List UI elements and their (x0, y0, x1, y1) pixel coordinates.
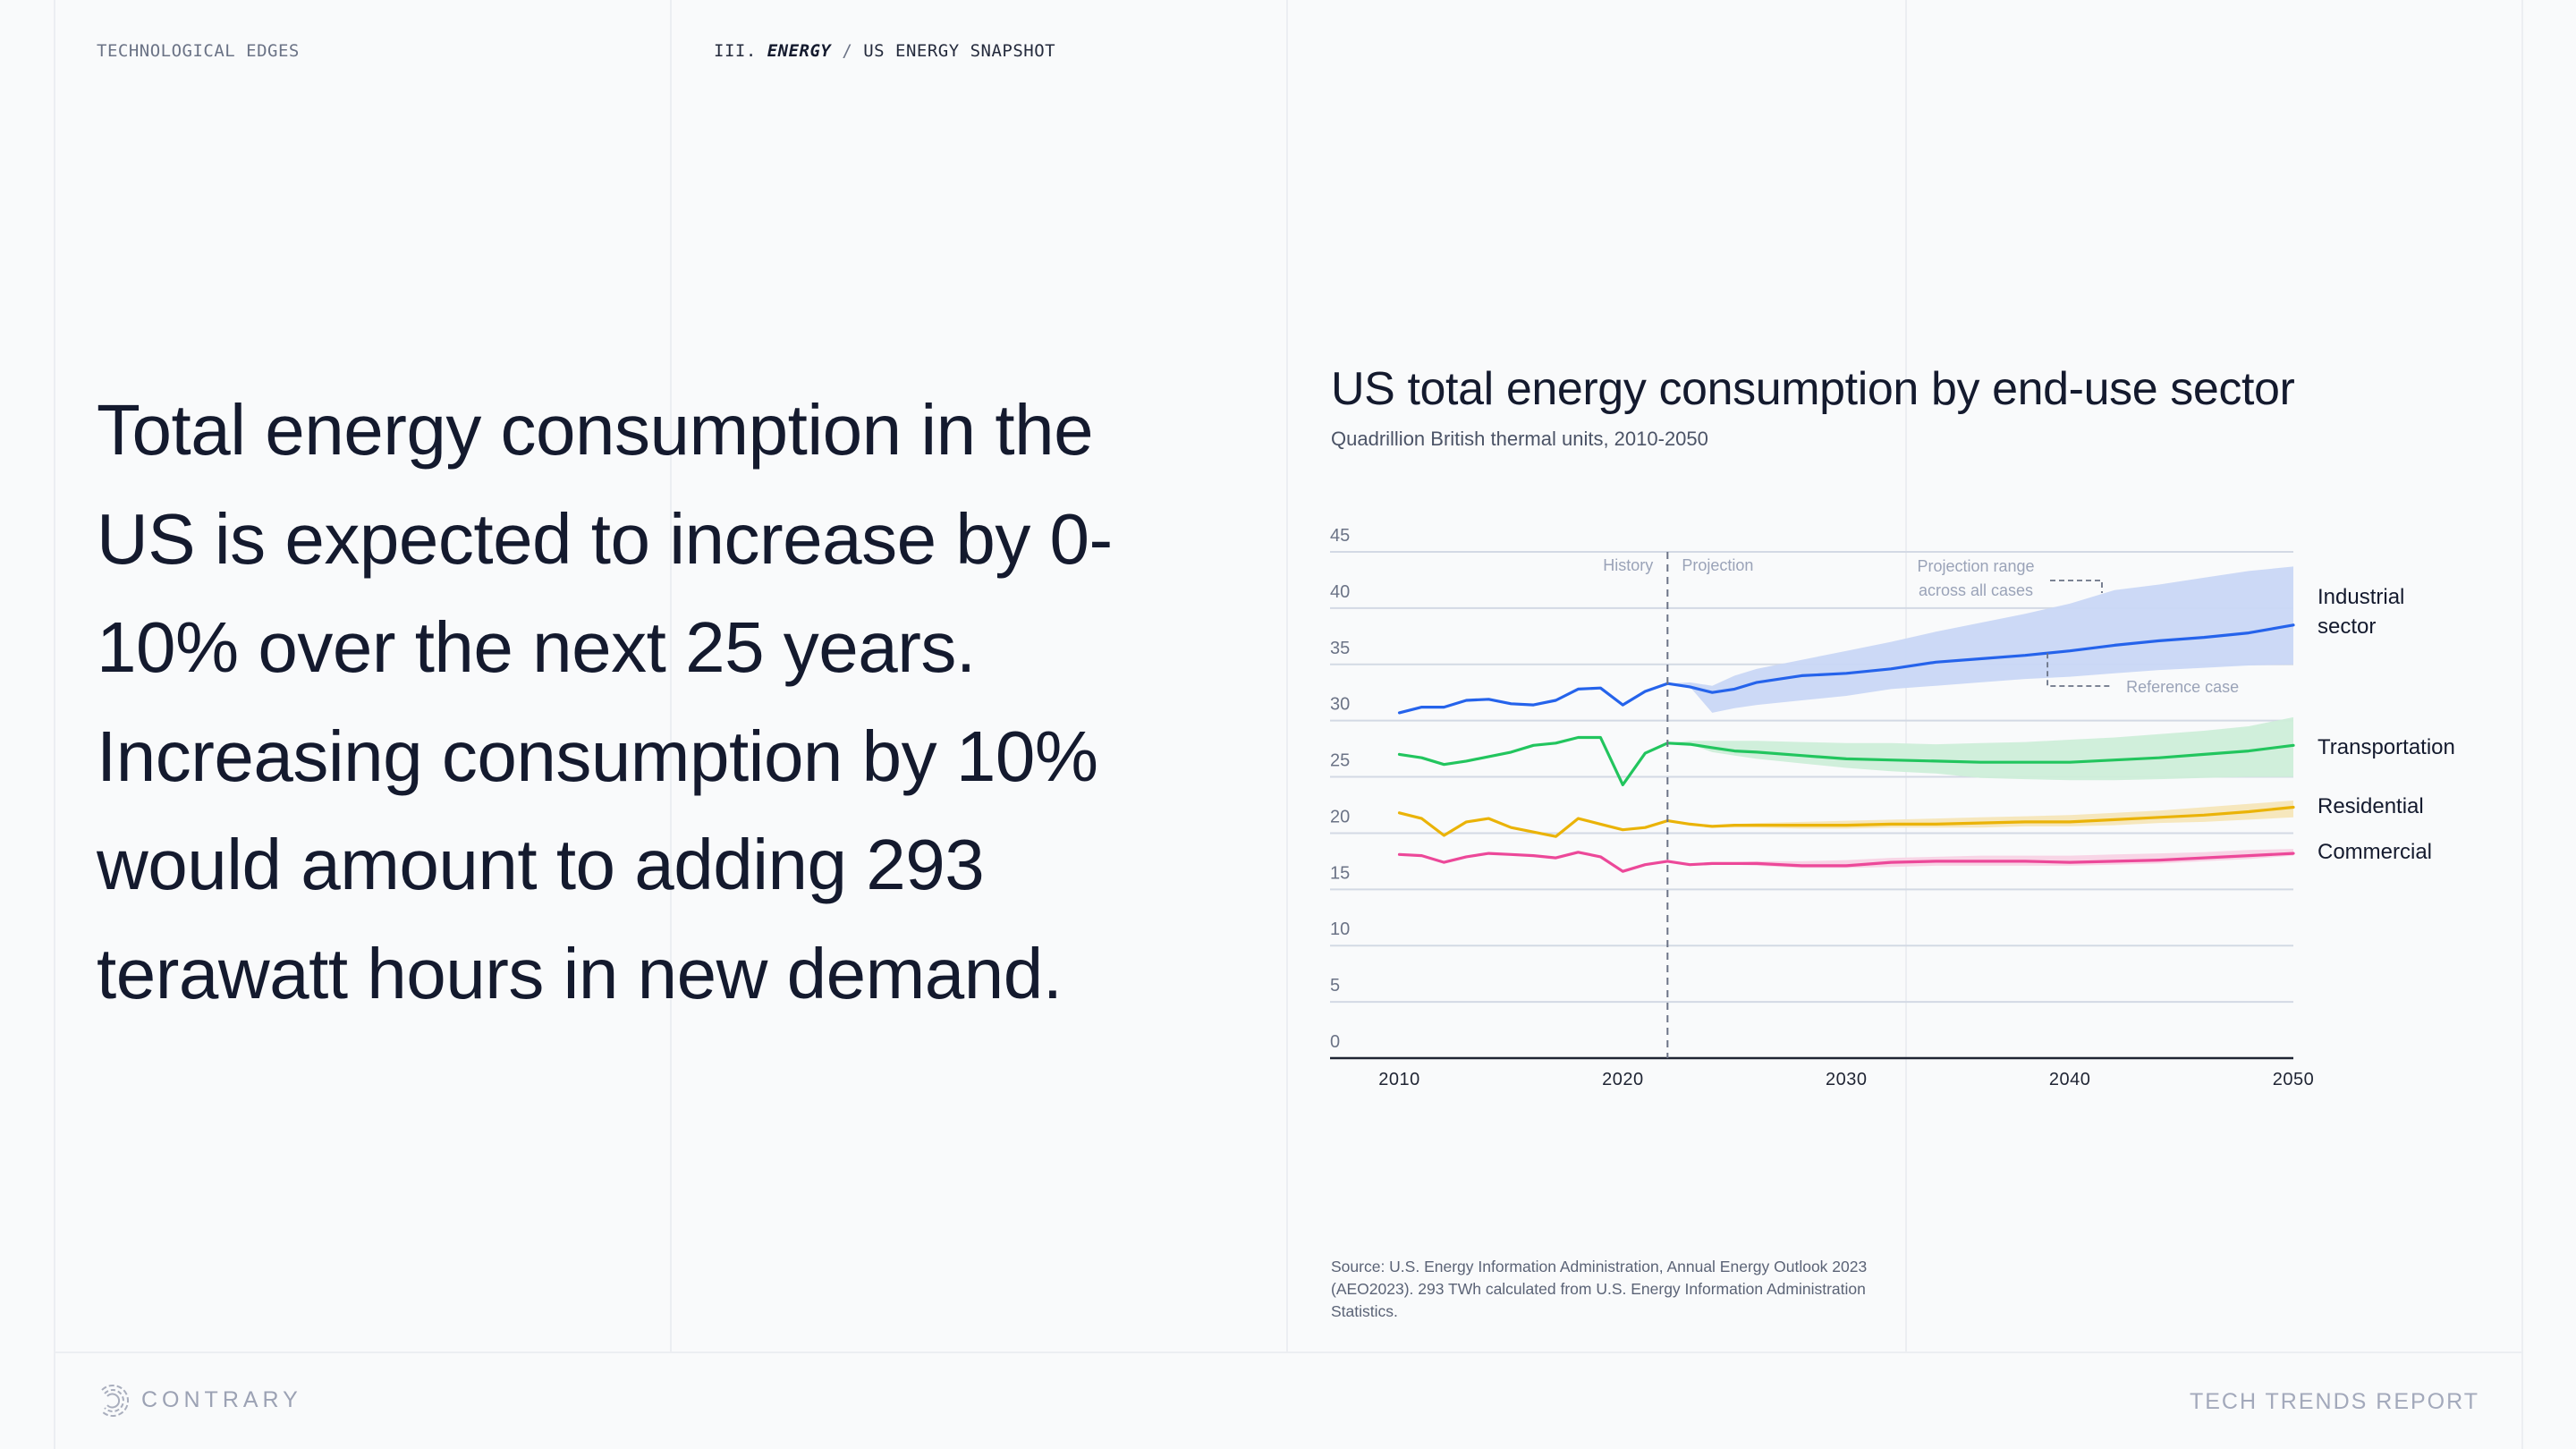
axes: 0 5 10 15 20 25 30 35 40 45 2010 2020 2030 2040 2050 (1330, 526, 2314, 1089)
y-tick-label: 45 (1330, 526, 1350, 546)
projection-label: Projection (1682, 556, 1753, 574)
footer-brand[interactable]: CONTRARY (141, 1387, 302, 1412)
frame-line-left (54, 0, 55, 1449)
range-annotation-leader (2050, 580, 2103, 593)
breadcrumb-page: US ENERGY SNAPSHOT (863, 41, 1056, 61)
history-label: History (1603, 556, 1653, 574)
x-tick-label: 2020 (1602, 1070, 1644, 1089)
series-label-residential: Residential (2318, 794, 2424, 818)
projection-band-commercial (1667, 849, 2293, 869)
y-tick-label: 15 (1330, 863, 1350, 883)
footer-report-title: TECH TRENDS REPORT (2189, 1389, 2479, 1414)
x-tick-label: 2030 (1826, 1070, 1868, 1089)
y-tick-label: 25 (1330, 751, 1350, 771)
projection-band-industrial-sector (1667, 566, 2293, 713)
section-label: TECHNOLOGICAL EDGES (97, 41, 300, 61)
series-labels: Industrial sector Transportation Residentia… (2318, 585, 2455, 864)
y-tick-label: 5 (1330, 976, 1340, 996)
x-tick-label: 2050 (2273, 1070, 2315, 1089)
column-divider-1 (670, 0, 672, 1352)
history-line-commercial (1397, 851, 1669, 873)
history-line-industrial-sector (1397, 682, 1669, 715)
history-line-transportation (1397, 735, 1669, 787)
source-note: Source: U.S. Energy Information Administ… (1331, 1258, 1868, 1320)
range-annotation-line1: Projection range (1917, 557, 2034, 575)
y-tick-label: 40 (1330, 582, 1350, 602)
series-label-industrial-sector: sector (2318, 614, 2376, 639)
series-label-industrial-sector: Industrial (2318, 585, 2404, 609)
frame-line-right (2521, 0, 2523, 1449)
annotations: History Projection Projection range across … (1603, 552, 2239, 1058)
headline: Total energy consumption in the US is ex… (97, 390, 1113, 1013)
chart-title: US total energy consumption by end-use s… (1331, 363, 2295, 415)
y-tick-label: 35 (1330, 639, 1350, 658)
footer-divider (54, 1352, 2523, 1353)
reference-line-transportation (1665, 741, 2295, 764)
history-line-residential (1397, 811, 1669, 838)
breadcrumb-prefix: III. (714, 41, 757, 61)
breadcrumb-section[interactable]: ENERGY (767, 41, 832, 61)
reference-annotation-label: Reference case (2126, 678, 2239, 696)
range-annotation-line2: across all cases (1919, 581, 2033, 599)
column-divider-2 (1286, 0, 1288, 1352)
contrary-logo-icon (101, 1385, 130, 1417)
y-tick-label: 10 (1330, 919, 1350, 939)
series-label-commercial: Commercial (2318, 840, 2432, 864)
reference-line-residential (1665, 805, 2295, 828)
breadcrumb: III. ENERGY / US ENERGY SNAPSHOT (714, 41, 1055, 61)
y-tick-label: 30 (1330, 695, 1350, 715)
breadcrumb-separator: / (842, 41, 853, 61)
projection-band-transportation (1667, 716, 2293, 781)
series-label-transportation: Transportation (2318, 735, 2455, 759)
x-tick-label: 2010 (1378, 1070, 1420, 1089)
reference-line-commercial (1665, 852, 2295, 868)
projection-band-residential (1667, 801, 2293, 829)
series-lines (1397, 623, 2295, 873)
reference-line-industrial-sector (1665, 623, 2295, 694)
projection-bands (1667, 566, 2293, 869)
chart-subtitle: Quadrillion British thermal units, 2010-… (1331, 428, 1708, 450)
x-tick-label: 2040 (2049, 1070, 2091, 1089)
y-tick-label: 0 (1330, 1032, 1340, 1052)
y-tick-label: 20 (1330, 807, 1350, 826)
reference-annotation-leader (2046, 653, 2111, 687)
